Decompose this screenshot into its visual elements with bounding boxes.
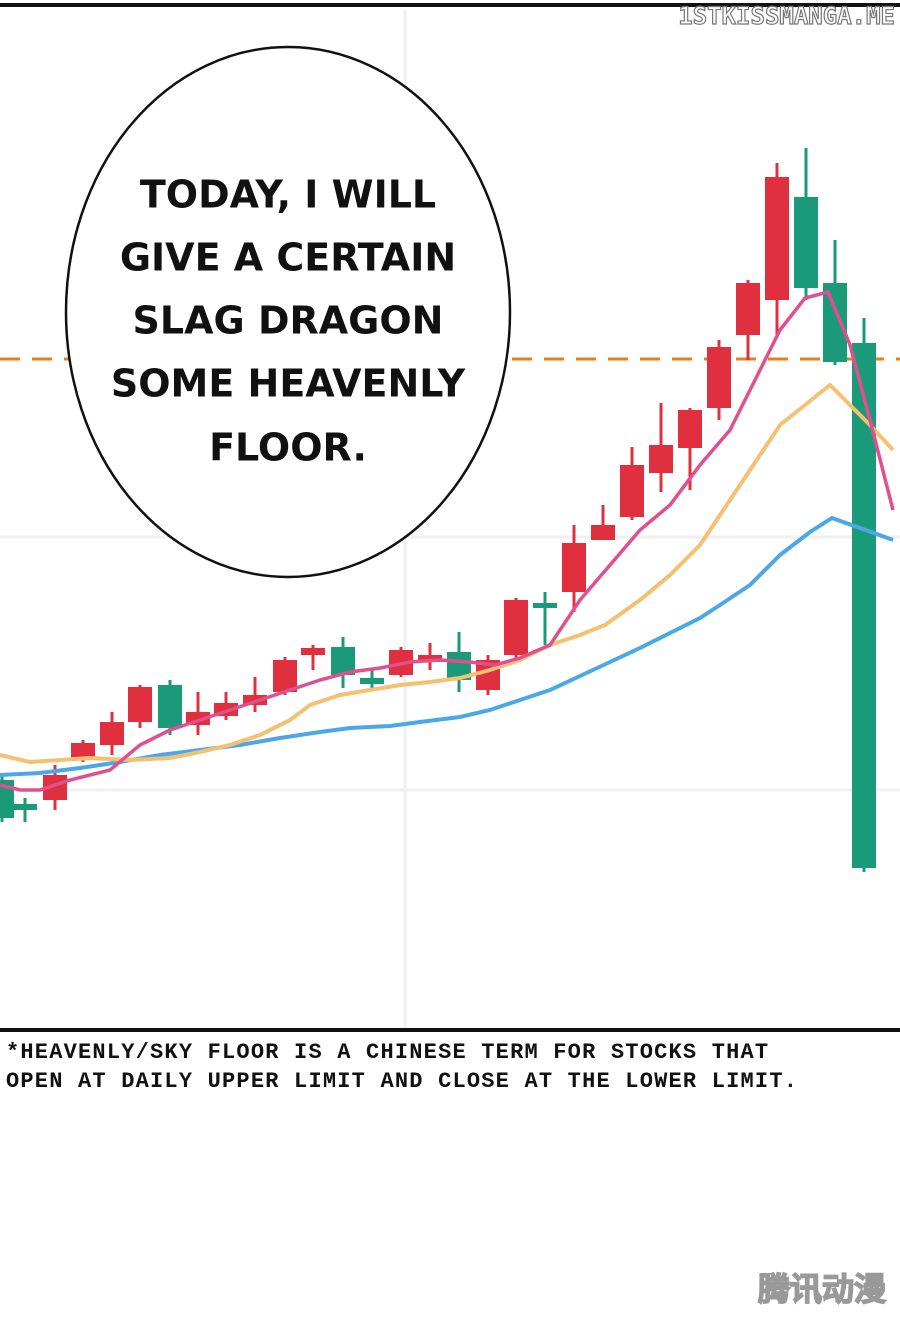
candle-body	[736, 283, 760, 335]
bubble-line: GIVE A CERTAIN	[120, 236, 456, 280]
moving-average-long	[0, 515, 894, 777]
moving-average-mid	[0, 382, 895, 765]
candle-body	[649, 445, 673, 473]
candle-body	[418, 655, 442, 662]
candle-body	[504, 600, 528, 655]
logo: 腾讯动漫	[758, 1270, 886, 1308]
candle-body	[620, 465, 644, 517]
candle-body	[823, 283, 847, 362]
speech-bubble	[64, 45, 512, 579]
candle-body	[360, 678, 384, 684]
bubble-line: SOME HEAVENLY	[111, 362, 466, 406]
bubble-line: TODAY, I WILL	[140, 173, 436, 217]
candle-body	[794, 197, 818, 288]
panel-border-top	[0, 3, 900, 7]
bubble-line: FLOOR.	[209, 426, 367, 470]
candle-body	[128, 687, 152, 722]
footnote-line: OPEN AT DAILY UPPER LIMIT AND CLOSE AT T…	[6, 1069, 798, 1094]
moving-average-short	[0, 289, 895, 792]
candle-body	[562, 543, 586, 592]
panel-border-bottom	[0, 1028, 900, 1032]
candle-body	[71, 743, 95, 758]
candle-body	[301, 648, 325, 655]
candle-body	[591, 525, 615, 540]
candles	[0, 148, 876, 872]
bubble-line: SLAG DRAGON	[133, 299, 444, 343]
candle-body	[0, 780, 14, 818]
candle-body	[273, 660, 297, 692]
candle-body	[533, 603, 557, 608]
candle-body	[100, 722, 124, 745]
candle-body	[707, 347, 731, 408]
footnote-line: *HEAVENLY/SKY FLOOR IS A CHINESE TERM FO…	[6, 1040, 769, 1065]
candle-body	[158, 685, 182, 728]
watermark: 1STKISSMANGA.ME	[678, 2, 895, 30]
candle-body	[765, 177, 789, 300]
candle-body	[13, 804, 37, 810]
candle-body	[678, 410, 702, 448]
